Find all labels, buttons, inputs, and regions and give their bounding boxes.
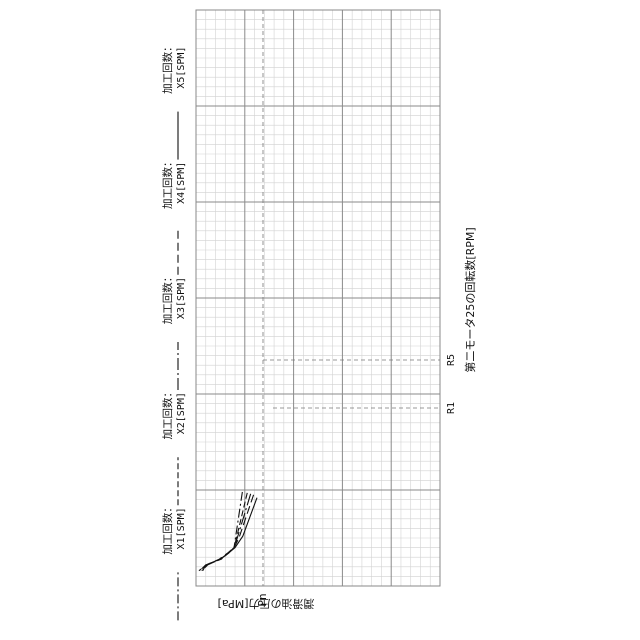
legend-label-1-title: 加工回数： (161, 502, 174, 555)
y-reference-labels: R5 R1 (446, 354, 457, 414)
r5-label: R5 (446, 354, 457, 366)
series-line-4 (199, 495, 254, 571)
x-axis-label: 潤滑油の圧力[MPa] (218, 597, 315, 611)
y-axis-label: 第二モータ25の回転数[RPM] (463, 227, 477, 372)
legend-label-3-title: 加工回数： (161, 272, 174, 325)
legend-label-4-title: 加工回数： (161, 157, 174, 210)
series-layer (199, 492, 257, 571)
legend-label-5-title: 加工回数： (161, 41, 174, 94)
legend-label-2-title: 加工回数： (161, 387, 174, 440)
legend-label-3-unit: X3[SPM] (176, 277, 187, 319)
legend-label-4-unit: X4[SPM] (176, 162, 187, 204)
legend: 加工回数：X1[SPM]加工回数：X2[SPM]加工回数：X3[SPM]加工回数… (161, 41, 187, 620)
legend-label-2-unit: X2[SPM] (176, 392, 187, 434)
legend-label-5-unit: X5[SPM] (176, 47, 187, 89)
r1-label: R1 (446, 402, 457, 414)
series-line-3 (202, 494, 251, 571)
legend-label-1-unit: X1[SPM] (176, 507, 187, 549)
